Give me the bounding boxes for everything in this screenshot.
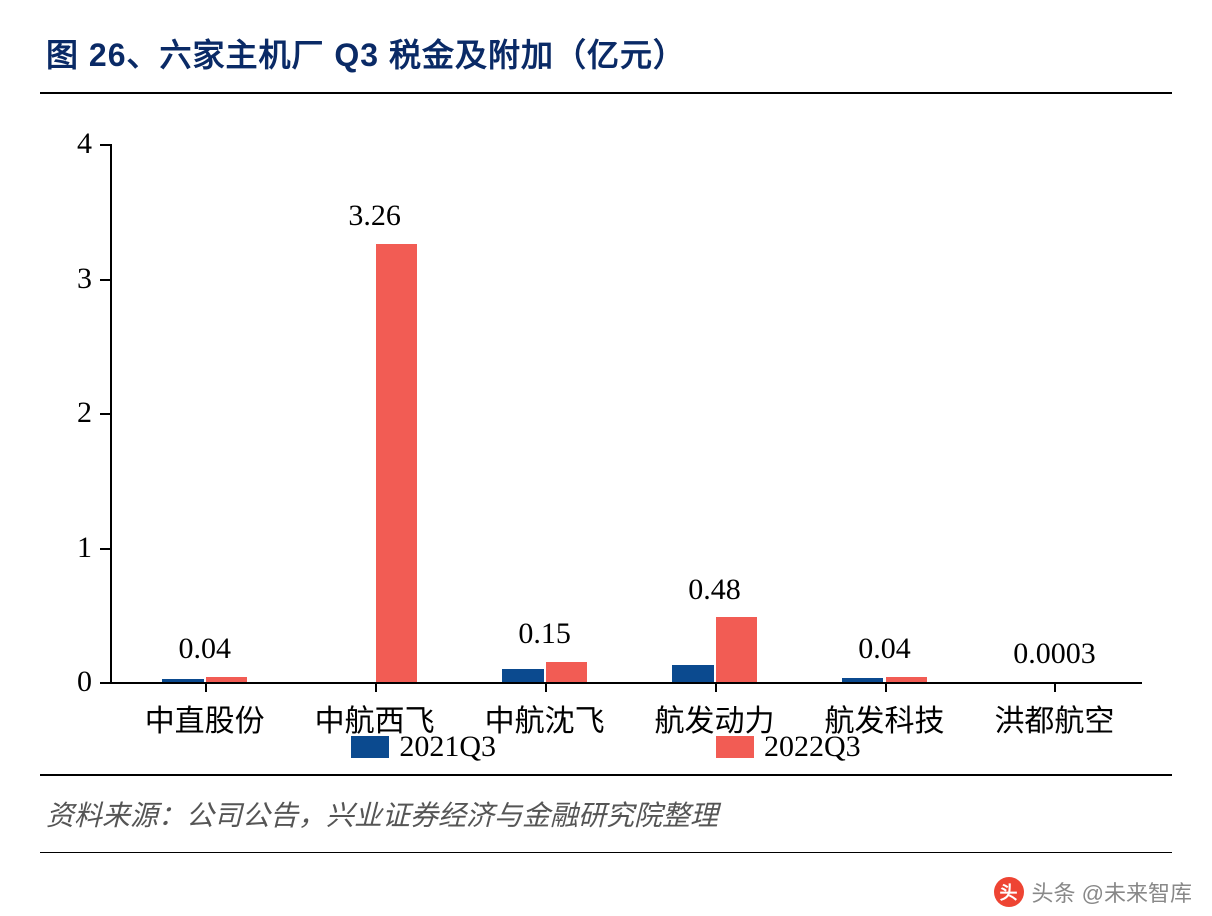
bar-2022q3 — [716, 617, 757, 682]
title-rule — [40, 92, 1172, 94]
legend-item-2021q3: 2021Q3 — [351, 730, 496, 764]
bar-2021q3 — [162, 679, 203, 682]
bar-2022q3 — [376, 244, 417, 682]
chart-area: 01234中直股份0.04中航西飞3.26中航沈飞0.15航发动力0.48航发科… — [40, 124, 1172, 774]
watermark-text: 头条 @未来智库 — [1032, 876, 1192, 908]
value-label: 0.0003 — [1013, 637, 1096, 671]
value-label: 0.04 — [858, 632, 911, 666]
legend-swatch-2021q3 — [351, 736, 389, 758]
y-axis-label: 4 — [77, 127, 112, 161]
bar-2021q3 — [502, 669, 543, 682]
bar-2021q3 — [842, 678, 883, 682]
legend-label-2022q3: 2022Q3 — [764, 730, 861, 764]
bottom-rule-2 — [40, 852, 1172, 854]
y-axis-label: 2 — [77, 396, 112, 430]
y-axis-label: 0 — [77, 665, 112, 699]
value-label: 3.26 — [348, 199, 401, 233]
y-axis-label: 1 — [77, 531, 112, 565]
watermark-logo-icon: 头 — [994, 877, 1024, 907]
bar-2021q3 — [672, 665, 713, 682]
source-text: 资料来源：公司公告，兴业证券经济与金融研究院整理 — [46, 794, 1172, 834]
value-label: 0.48 — [688, 573, 741, 607]
y-axis-label: 3 — [77, 262, 112, 296]
legend-label-2021q3: 2021Q3 — [399, 730, 496, 764]
plot-area: 01234中直股份0.04中航西飞3.26中航沈飞0.15航发动力0.48航发科… — [110, 144, 1142, 684]
value-label: 0.04 — [178, 632, 231, 666]
legend-swatch-2022q3 — [716, 736, 754, 758]
bar-2022q3 — [546, 662, 587, 682]
watermark: 头 头条 @未来智库 — [994, 876, 1192, 908]
bar-2022q3 — [886, 677, 927, 682]
legend-item-2022q3: 2022Q3 — [716, 730, 861, 764]
bar-2022q3 — [206, 677, 247, 682]
chart-title: 图 26、六家主机厂 Q3 税金及附加（亿元） — [46, 30, 1172, 76]
value-label: 0.15 — [518, 617, 571, 651]
legend: 2021Q3 2022Q3 — [40, 730, 1172, 764]
